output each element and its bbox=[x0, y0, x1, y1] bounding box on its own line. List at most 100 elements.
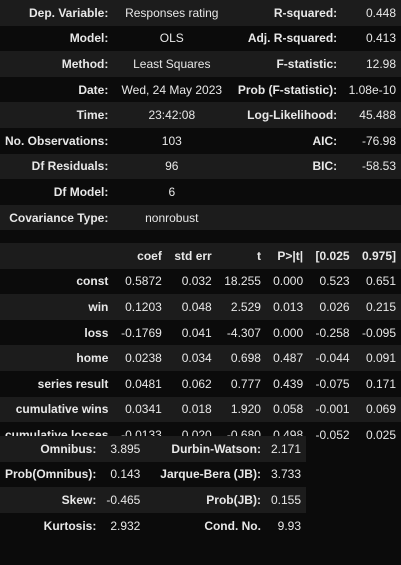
coef-value: 0.777 bbox=[216, 370, 266, 397]
summary-label: Model: bbox=[0, 25, 114, 52]
summary-label: Df Residuals: bbox=[0, 153, 114, 180]
summary-label: Log-Likelihood: bbox=[230, 102, 343, 128]
coef-value: 0.487 bbox=[265, 345, 309, 371]
coef-value: 0.0341 bbox=[113, 396, 167, 423]
summary-label: Prob (F-statistic): bbox=[230, 76, 343, 103]
summary-label: Covariance Type: bbox=[0, 204, 114, 231]
summary-row: Df Residuals: 96 BIC: -58.53 bbox=[0, 153, 401, 180]
summary-label: Df Model: bbox=[0, 179, 114, 205]
coef-value: -0.052 bbox=[308, 422, 355, 448]
summary-row: No. Observations: 103 AIC: -76.98 bbox=[0, 127, 401, 154]
summary-value: 12.98 bbox=[342, 51, 401, 77]
summary-value: Least Squares bbox=[113, 51, 231, 77]
diagnostic-label: Prob(Omnibus): bbox=[0, 461, 102, 488]
coef-row: home 0.0238 0.034 0.698 0.487 -0.044 0.091 bbox=[0, 345, 401, 371]
diagnostics-row: Kurtosis: 2.932 Cond. No. 9.93 bbox=[0, 512, 306, 539]
coef-value: -0.095 bbox=[354, 319, 401, 346]
coefficients-table: coef std err t P>|t| [0.025 0.975] const 0.5872… bbox=[0, 243, 401, 448]
summary-value: -76.98 bbox=[342, 127, 401, 154]
coef-value: 0.0481 bbox=[113, 370, 167, 397]
summary-row: Dep. Variable: Responses rating R-squared:… bbox=[0, 0, 401, 26]
coef-header: std err bbox=[166, 243, 217, 269]
coef-value: 0.013 bbox=[265, 294, 309, 320]
summary-value: 0.413 bbox=[342, 25, 401, 52]
diagnostic-value: 2.932 bbox=[101, 512, 146, 539]
diagnostics-table: Omnibus: 3.895 Durbin-Watson: 2.171 Prob(Omn… bbox=[0, 436, 306, 539]
coef-value: 0.000 bbox=[265, 268, 309, 295]
summary-value: OLS bbox=[113, 25, 231, 52]
summary-label: Dep. Variable: bbox=[0, 0, 114, 26]
coef-row: cumulative wins 0.0341 0.018 1.920 0.058 -0.0… bbox=[0, 396, 401, 423]
diagnostic-label: Omnibus: bbox=[0, 436, 102, 462]
coef-variable: cumulative wins bbox=[0, 396, 114, 423]
coef-value: -0.075 bbox=[308, 370, 355, 397]
coef-value: 2.529 bbox=[216, 294, 266, 320]
coef-header-row: coef std err t P>|t| [0.025 0.975] bbox=[0, 243, 401, 269]
summary-row: Df Model: 6 bbox=[0, 179, 401, 205]
coef-variable: series result bbox=[0, 370, 114, 397]
summary-value: 1.08e-10 bbox=[342, 76, 401, 103]
summary-label: Date: bbox=[0, 76, 114, 103]
coef-value: 0.048 bbox=[166, 294, 217, 320]
model-summary-table: Dep. Variable: Responses rating R-squared:… bbox=[0, 0, 401, 231]
coef-value: 0.215 bbox=[354, 294, 401, 320]
summary-value bbox=[342, 204, 401, 231]
summary-value: -58.53 bbox=[342, 153, 401, 180]
coef-variable: loss bbox=[0, 319, 114, 346]
summary-row: Time: 23:42:08 Log-Likelihood: 45.488 bbox=[0, 102, 401, 128]
summary-label: Method: bbox=[0, 51, 114, 77]
coef-value: 0.000 bbox=[265, 319, 309, 346]
coef-value: 0.062 bbox=[166, 370, 217, 397]
diagnostic-value: 0.143 bbox=[101, 461, 146, 488]
coef-value: 18.255 bbox=[216, 268, 266, 295]
summary-row: Method: Least Squares F-statistic: 12.98 bbox=[0, 51, 401, 77]
coef-value: -0.1769 bbox=[113, 319, 167, 346]
coef-header: P>|t| bbox=[265, 243, 309, 269]
diagnostics-row: Prob(Omnibus): 0.143 Jarque-Bera (JB): 3.73… bbox=[0, 461, 306, 488]
summary-value: Responses rating bbox=[113, 0, 231, 26]
summary-value: 23:42:08 bbox=[113, 102, 231, 128]
coef-value: 0.025 bbox=[354, 422, 401, 448]
coef-row: const 0.5872 0.032 18.255 0.000 0.523 0.651 bbox=[0, 268, 401, 295]
summary-label bbox=[230, 179, 343, 205]
summary-value: 103 bbox=[113, 127, 231, 154]
diagnostic-value: 3.895 bbox=[101, 436, 146, 462]
summary-label: AIC: bbox=[230, 127, 343, 154]
summary-label: Adj. R-squared: bbox=[230, 25, 343, 52]
coef-value: 0.091 bbox=[354, 345, 401, 371]
coef-row: series result 0.0481 0.062 0.777 0.439 -0.075… bbox=[0, 370, 401, 397]
summary-value: 6 bbox=[113, 179, 231, 205]
diagnostic-value: 0.155 bbox=[265, 487, 306, 513]
coef-header: 0.975] bbox=[354, 243, 401, 269]
coef-value: 0.069 bbox=[354, 396, 401, 423]
summary-value: 96 bbox=[113, 153, 231, 180]
diagnostic-value: 2.171 bbox=[265, 436, 306, 462]
summary-row: Model: OLS Adj. R-squared: 0.413 bbox=[0, 25, 401, 52]
coef-value: 0.171 bbox=[354, 370, 401, 397]
coef-value: 0.651 bbox=[354, 268, 401, 295]
diagnostics-row: Skew: -0.465 Prob(JB): 0.155 bbox=[0, 487, 306, 513]
coef-header: t bbox=[216, 243, 266, 269]
diagnostic-label: Kurtosis: bbox=[0, 512, 102, 539]
summary-value: nonrobust bbox=[113, 204, 231, 231]
diagnostic-value: 3.733 bbox=[265, 461, 306, 488]
diagnostic-label: Skew: bbox=[0, 487, 102, 513]
coef-value: 0.0238 bbox=[113, 345, 167, 371]
diagnostic-label: Cond. No. bbox=[145, 512, 266, 539]
coef-value: 0.058 bbox=[265, 396, 309, 423]
coef-value: 0.523 bbox=[308, 268, 355, 295]
coef-value: 0.5872 bbox=[113, 268, 167, 295]
coef-value: -0.001 bbox=[308, 396, 355, 423]
summary-value: 0.448 bbox=[342, 0, 401, 26]
summary-label: No. Observations: bbox=[0, 127, 114, 154]
coef-header: coef bbox=[113, 243, 167, 269]
summary-value bbox=[342, 179, 401, 205]
coef-value: 0.032 bbox=[166, 268, 217, 295]
summary-label: F-statistic: bbox=[230, 51, 343, 77]
summary-label: R-squared: bbox=[230, 0, 343, 26]
coef-value: -0.258 bbox=[308, 319, 355, 346]
coef-value: 0.698 bbox=[216, 345, 266, 371]
coef-header bbox=[0, 243, 114, 269]
diagnostic-value: -0.465 bbox=[101, 487, 146, 513]
diagnostic-value: 9.93 bbox=[265, 512, 306, 539]
